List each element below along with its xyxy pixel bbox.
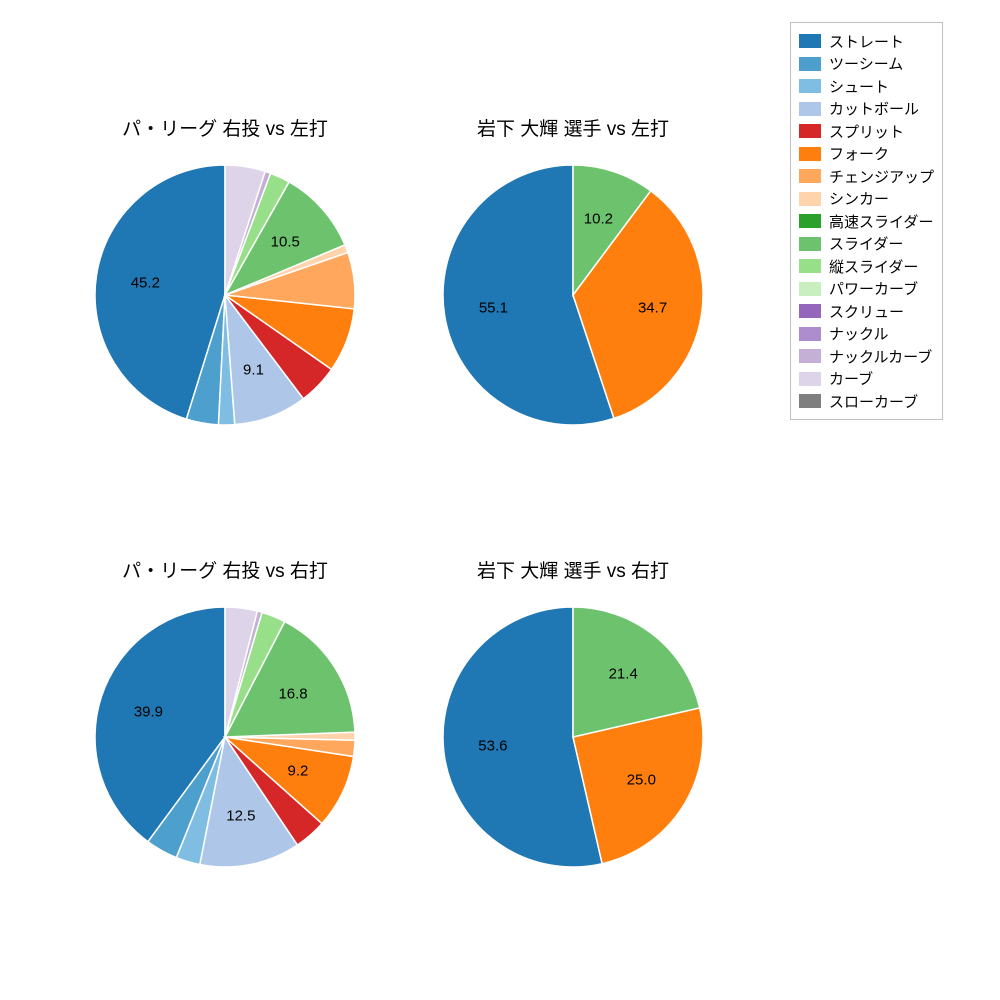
legend-swatch xyxy=(799,327,821,341)
legend-swatch xyxy=(799,169,821,183)
legend-label: シンカー xyxy=(829,188,889,209)
legend-label: パワーカーブ xyxy=(829,278,918,299)
slice-value-label: 9.2 xyxy=(287,763,308,780)
legend-row: ストレート xyxy=(799,31,934,52)
legend-label: ツーシーム xyxy=(829,53,903,74)
legend-swatch xyxy=(799,282,821,296)
legend-row: スライダー xyxy=(799,233,934,254)
legend-row: フォーク xyxy=(799,143,934,164)
legend-row: ナックルカーブ xyxy=(799,346,934,367)
legend-row: チェンジアップ xyxy=(799,166,934,187)
slice-value-label: 10.5 xyxy=(271,233,300,250)
slice-value-label: 34.7 xyxy=(638,299,667,316)
slice-value-label: 21.4 xyxy=(609,665,638,682)
legend-label: カーブ xyxy=(829,368,873,389)
legend-row: スローカーブ xyxy=(799,391,934,412)
legend-label: 縦スライダー xyxy=(829,256,918,277)
legend-label: スローカーブ xyxy=(829,391,918,412)
slice-value-label: 10.2 xyxy=(584,210,613,227)
legend-label: ストレート xyxy=(829,31,904,52)
legend-row: カットボール xyxy=(799,98,934,119)
legend-row: 縦スライダー xyxy=(799,256,934,277)
legend-row: シュート xyxy=(799,76,934,97)
legend-label: カットボール xyxy=(829,98,919,119)
legend-swatch xyxy=(799,372,821,386)
slice-value-label: 55.1 xyxy=(479,299,508,316)
legend-label: フォーク xyxy=(829,143,889,164)
legend-label: スプリット xyxy=(829,121,904,142)
legend-swatch xyxy=(799,124,821,138)
legend-row: 高速スライダー xyxy=(799,211,934,232)
legend-swatch xyxy=(799,259,821,273)
legend-label: スライダー xyxy=(829,233,903,254)
legend-swatch xyxy=(799,304,821,318)
legend-row: スプリット xyxy=(799,121,934,142)
legend-swatch xyxy=(799,214,821,228)
legend-label: スクリュー xyxy=(829,301,904,322)
legend-label: シュート xyxy=(829,76,889,97)
legend-row: ツーシーム xyxy=(799,53,934,74)
legend-row: カーブ xyxy=(799,368,934,389)
legend-row: ナックル xyxy=(799,323,934,344)
legend-label: 高速スライダー xyxy=(829,211,933,232)
slice-value-label: 16.8 xyxy=(278,685,307,702)
figure: パ・リーグ 右投 vs 左打 岩下 大輝 選手 vs 左打 パ・リーグ 右投 v… xyxy=(0,0,1000,1000)
legend-swatch xyxy=(799,147,821,161)
legend-swatch xyxy=(799,79,821,93)
legend-swatch xyxy=(799,192,821,206)
legend: ストレートツーシームシュートカットボールスプリットフォークチェンジアップシンカー… xyxy=(790,22,943,420)
legend-swatch xyxy=(799,57,821,71)
legend-label: ナックル xyxy=(829,323,889,344)
slice-value-label: 53.6 xyxy=(478,738,507,755)
legend-row: パワーカーブ xyxy=(799,278,934,299)
legend-label: チェンジアップ xyxy=(829,166,934,187)
legend-label: ナックルカーブ xyxy=(829,346,932,367)
legend-swatch xyxy=(799,394,821,408)
slice-value-label: 25.0 xyxy=(627,771,656,788)
slice-value-label: 39.9 xyxy=(134,703,163,720)
slice-value-label: 45.2 xyxy=(131,274,160,291)
legend-swatch xyxy=(799,102,821,116)
slice-value-label: 12.5 xyxy=(226,808,255,825)
legend-row: シンカー xyxy=(799,188,934,209)
legend-swatch xyxy=(799,34,821,48)
legend-row: スクリュー xyxy=(799,301,934,322)
legend-swatch xyxy=(799,349,821,363)
legend-swatch xyxy=(799,237,821,251)
slice-value-label: 9.1 xyxy=(243,362,264,379)
